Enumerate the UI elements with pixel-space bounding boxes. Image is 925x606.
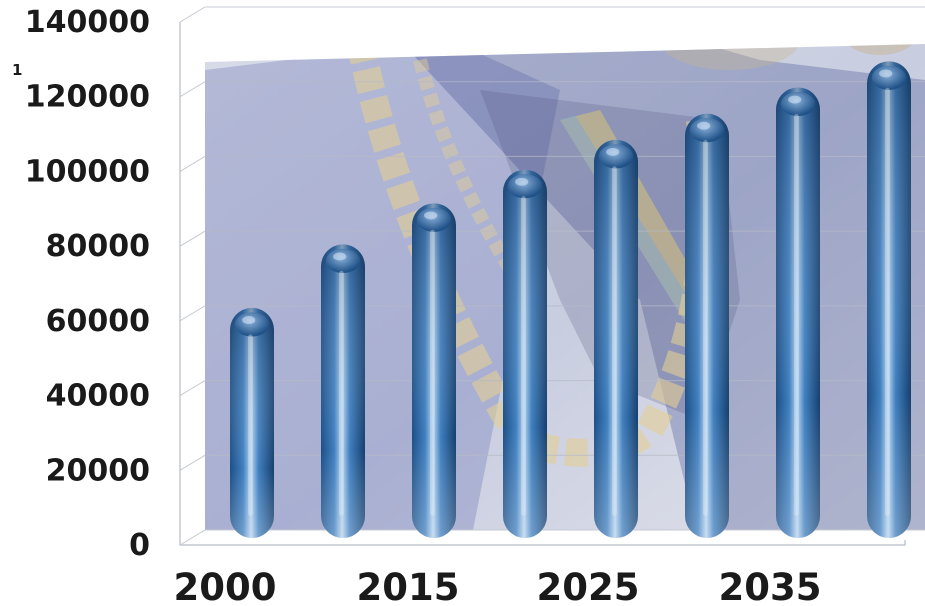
x-tick-label: 2025 (537, 566, 640, 606)
x-tick-label: 2015 (357, 566, 460, 606)
gridline (179, 81, 925, 98)
y-tick-label: 140000 (25, 5, 150, 40)
x-tick-label: 2035 (719, 566, 822, 606)
footnote-marker: 1 (12, 61, 22, 79)
y-tick-label: 100000 (25, 154, 150, 189)
bars (230, 61, 911, 539)
bar (503, 169, 547, 538)
bar (594, 139, 638, 539)
y-tick-label: 80000 (46, 229, 150, 264)
plot-frame (179, 22, 906, 546)
bar (230, 307, 274, 538)
y-axis-tick-labels: 0 20000 40000 60000 80000 100000 120000 140000 (25, 5, 150, 563)
bar (412, 203, 456, 538)
y-tick-label: 40000 (46, 379, 150, 414)
x-axis-tick-labels: 2000 2015 2025 2035 (174, 566, 822, 606)
bar (321, 244, 365, 538)
y-tick-label: 0 (129, 528, 150, 563)
plot-floor (179, 529, 925, 546)
bar (685, 113, 729, 538)
y-tick-label: 120000 (25, 80, 150, 115)
bar (776, 87, 820, 538)
bar (867, 61, 911, 538)
y-tick-label: 20000 (46, 453, 150, 488)
x-tick-label: 2000 (174, 566, 277, 606)
gridline (179, 6, 925, 23)
y-tick-label: 60000 (46, 304, 150, 339)
